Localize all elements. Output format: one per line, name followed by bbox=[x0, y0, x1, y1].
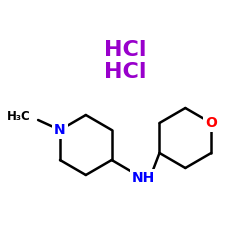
Text: HCl: HCl bbox=[104, 40, 147, 60]
Text: N: N bbox=[54, 123, 66, 137]
Text: NH: NH bbox=[132, 171, 155, 185]
Text: H₃C: H₃C bbox=[6, 110, 30, 124]
Text: O: O bbox=[205, 116, 217, 130]
Text: HCl: HCl bbox=[104, 62, 147, 82]
